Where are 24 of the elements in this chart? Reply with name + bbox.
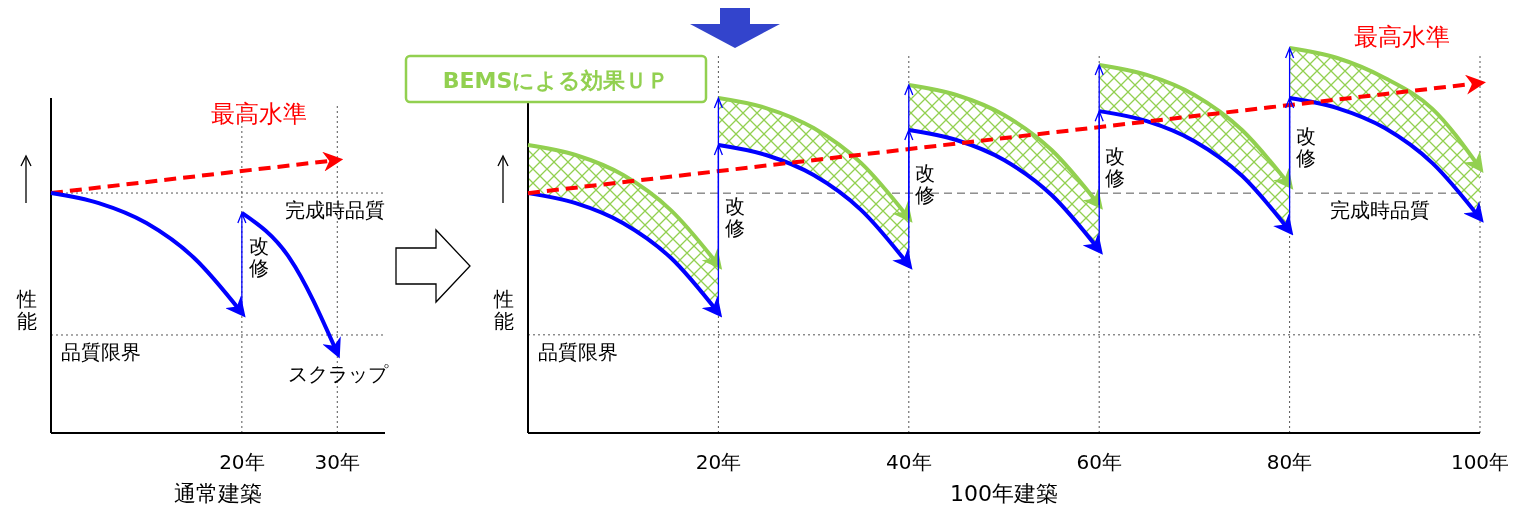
annotation: 改修 xyxy=(915,161,935,207)
x-axis-title: 通常建築 xyxy=(174,481,262,506)
annotation: 改修 xyxy=(1105,144,1125,190)
ref-line-label: 完成時品質 xyxy=(285,198,385,223)
x-tick-label: 40年 xyxy=(886,450,932,474)
x-tick-label: 20年 xyxy=(695,450,742,474)
annotation: スクラップ xyxy=(288,362,389,386)
x-tick-label: 80年 xyxy=(1266,450,1313,474)
annotation: 改修 xyxy=(1296,124,1316,170)
annotation: 改修 xyxy=(249,234,269,280)
ref-line-label: 品質限界 xyxy=(61,339,141,364)
series-label: 最高水準 xyxy=(1354,23,1450,52)
x-tick-label: 60年 xyxy=(1076,450,1122,474)
y-axis-title: 性能 xyxy=(16,287,37,333)
ref-line-label: 品質限界 xyxy=(538,339,618,364)
x-tick-label: 100年 xyxy=(1450,450,1510,474)
ref-line-label: 完成時品質 xyxy=(1330,198,1430,223)
x-tick-label: 20年 xyxy=(219,450,265,474)
annotation: 改修 xyxy=(725,194,745,240)
annotation: BEMSによる効果ＵＰ xyxy=(442,68,670,93)
series-label: 最高水準 xyxy=(211,100,308,128)
y-axis-title: 性能 xyxy=(493,287,514,333)
x-axis-title: 100年建築 xyxy=(950,481,1058,506)
x-tick-label: 30年 xyxy=(314,450,361,474)
